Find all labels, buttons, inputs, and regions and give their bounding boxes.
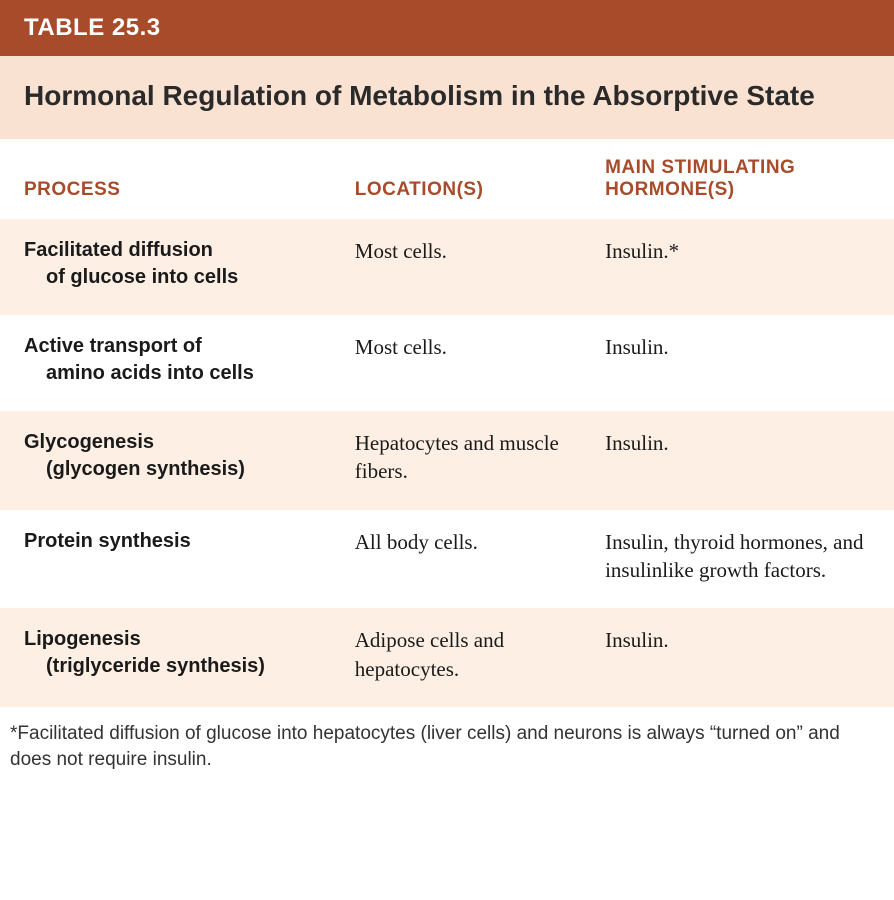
process-sub: (glycogen synthesis): [24, 456, 311, 483]
process-cell: Facilitated diffusion of glucose into ce…: [0, 219, 331, 315]
process-main: Active transport of: [24, 335, 202, 357]
location-cell: Most cells.: [331, 315, 581, 411]
table-row: Facilitated diffusion of glucose into ce…: [0, 219, 894, 315]
table-title: Hormonal Regulation of Metabolism in the…: [24, 80, 815, 111]
process-sub: of glucose into cells: [24, 264, 311, 291]
metabolism-table: PROCESS LOCATION(S) MAIN STIMULATING HOR…: [0, 139, 894, 707]
table-number-bar: TABLE 25.3: [0, 0, 894, 56]
hormone-cell: Insulin.: [581, 411, 894, 510]
location-cell: Hepatocytes and muscle fibers.: [331, 411, 581, 510]
process-cell: Lipogenesis (triglyceride synthesis): [0, 608, 331, 707]
table-row: Lipogenesis (triglyceride synthesis) Adi…: [0, 608, 894, 707]
table-container: TABLE 25.3 Hormonal Regulation of Metabo…: [0, 0, 894, 782]
process-cell: Glycogenesis (glycogen synthesis): [0, 411, 331, 510]
process-main: Glycogenesis: [24, 431, 154, 453]
process-sub: amino acids into cells: [24, 360, 311, 387]
col-header-hormone: MAIN STIMULATING HORMONE(S): [581, 139, 894, 219]
col-header-process: PROCESS: [0, 139, 331, 219]
hormone-cell: Insulin.: [581, 315, 894, 411]
table-row: Active transport of amino acids into cel…: [0, 315, 894, 411]
location-cell: All body cells.: [331, 510, 581, 609]
location-cell: Adipose cells and hepatocytes.: [331, 608, 581, 707]
hormone-cell: Insulin.*: [581, 219, 894, 315]
hormone-cell: Insulin.: [581, 608, 894, 707]
table-row: Protein synthesis All body cells. Insuli…: [0, 510, 894, 609]
table-title-bar: Hormonal Regulation of Metabolism in the…: [0, 56, 894, 139]
process-main: Protein synthesis: [24, 530, 191, 552]
process-main: Lipogenesis: [24, 628, 141, 650]
table-header-row: PROCESS LOCATION(S) MAIN STIMULATING HOR…: [0, 139, 894, 219]
process-main: Facilitated diffusion: [24, 239, 213, 261]
hormone-cell: Insulin, thyroid hormones, and insulinli…: [581, 510, 894, 609]
table-footnote: *Facilitated diffusion of glucose into h…: [0, 707, 894, 782]
col-header-location: LOCATION(S): [331, 139, 581, 219]
process-cell: Protein synthesis: [0, 510, 331, 609]
table-number-label: TABLE 25.3: [24, 14, 161, 41]
table-row: Glycogenesis (glycogen synthesis) Hepato…: [0, 411, 894, 510]
process-sub: (triglyceride synthesis): [24, 653, 311, 680]
location-cell: Most cells.: [331, 219, 581, 315]
process-cell: Active transport of amino acids into cel…: [0, 315, 331, 411]
